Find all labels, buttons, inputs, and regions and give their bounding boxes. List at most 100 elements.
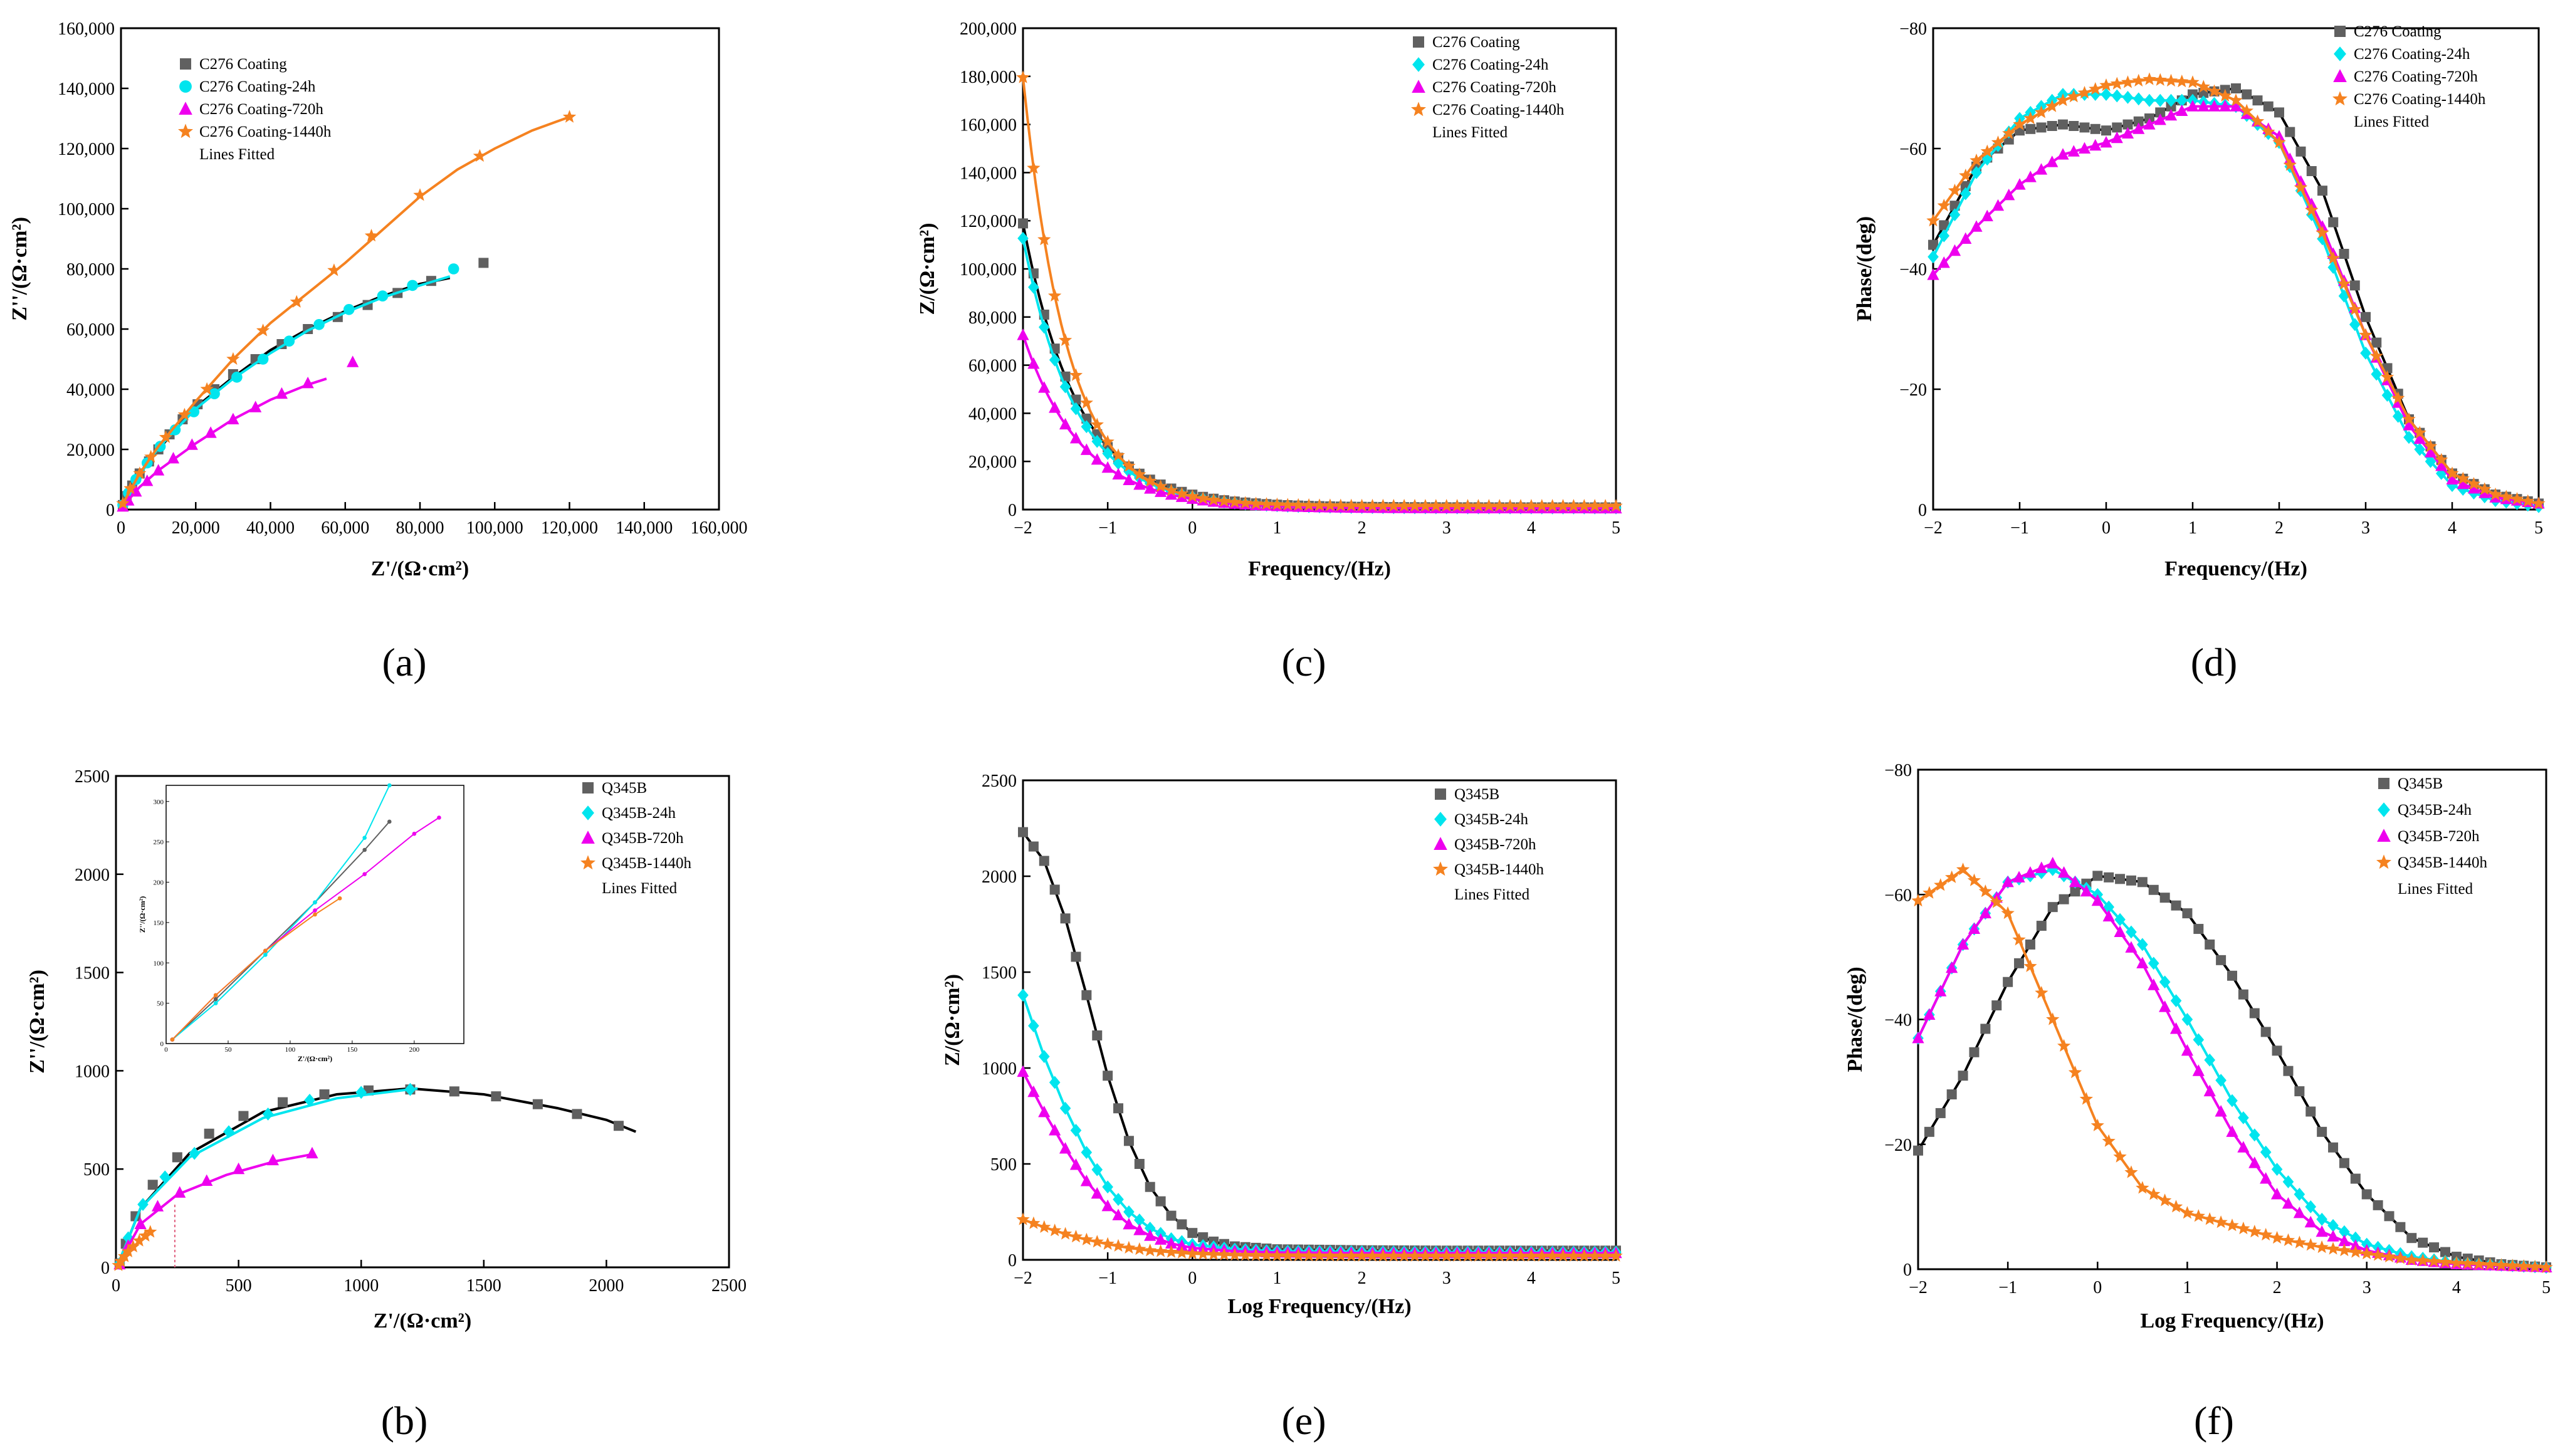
data-point — [1037, 233, 1051, 246]
data-point — [1070, 402, 1082, 416]
data-point — [2361, 1189, 2372, 1200]
x-tick-label: 4 — [1527, 1269, 1536, 1288]
data-point — [1971, 166, 1982, 179]
y-tick-label: 100,000 — [960, 260, 1017, 280]
data-point — [2326, 1242, 2340, 1255]
data-point — [2023, 111, 2037, 125]
data-point — [2121, 75, 2135, 88]
x-tick-label: 4 — [2452, 1278, 2461, 1297]
y-tick-label: −20 — [1899, 380, 1927, 400]
data-point — [2467, 477, 2481, 490]
data-point — [1091, 434, 1103, 448]
data-point — [319, 1089, 330, 1100]
data-point — [249, 401, 262, 412]
legend-marker — [180, 58, 191, 70]
data-point — [1175, 1239, 1188, 1251]
data-point — [1112, 468, 1125, 479]
data-point — [2293, 1206, 2305, 1218]
legend-marker — [2334, 46, 2346, 61]
fitted-line — [1932, 78, 2539, 505]
y-tick-label: −60 — [1884, 886, 1912, 905]
inset-point — [313, 900, 317, 904]
inset-point — [170, 1037, 175, 1042]
data-point — [2002, 126, 2016, 140]
data-point — [2025, 939, 2035, 950]
legend-marker — [1412, 80, 1425, 93]
legend-entry: Q345B-24h — [602, 805, 676, 822]
data-point — [532, 1099, 543, 1109]
data-point — [2450, 1255, 2463, 1269]
data-point — [413, 188, 427, 201]
data-point — [159, 1170, 171, 1184]
data-point — [1969, 1047, 1980, 1057]
data-point — [1049, 353, 1061, 367]
plot-frame — [1022, 779, 1617, 1261]
data-point — [1196, 1247, 1210, 1260]
data-point — [2154, 113, 2166, 125]
data-point — [2045, 99, 2059, 112]
data-point — [2219, 100, 2232, 112]
data-point — [2384, 1211, 2395, 1222]
data-point — [1111, 448, 1125, 461]
x-tick-label: 5 — [2542, 1278, 2551, 1297]
x-tick-label: 1000 — [344, 1276, 379, 1296]
data-point — [1101, 1237, 1115, 1250]
data-point — [1133, 1223, 1146, 1235]
data-point — [2349, 1239, 2362, 1251]
y-axis-label: Z/(Ω·cm²) — [916, 223, 939, 315]
data-point — [2438, 1255, 2452, 1268]
data-point — [141, 474, 154, 486]
series-c276-coating-720h — [1927, 100, 2545, 509]
data-point — [2193, 924, 2204, 935]
data-point — [123, 481, 137, 495]
data-point — [2371, 337, 2382, 348]
data-point — [1959, 187, 1971, 201]
data-point — [2100, 136, 2112, 148]
data-point — [1408, 1249, 1422, 1262]
y-tick-label: 80,000 — [66, 260, 115, 280]
data-point — [1958, 1071, 1968, 1081]
data-point — [2047, 902, 2058, 913]
legend-marker — [2332, 91, 2347, 106]
y-tick-label: −60 — [1899, 140, 1927, 159]
data-point — [1471, 499, 1485, 512]
data-point — [2122, 119, 2133, 130]
data-point — [1948, 184, 1962, 197]
data-point — [1049, 1076, 1061, 1089]
data-point — [1926, 214, 1940, 227]
data-point — [2532, 496, 2546, 510]
data-point — [151, 1200, 164, 1212]
data-point — [2113, 1150, 2127, 1163]
data-point — [2274, 107, 2284, 118]
data-point — [1133, 478, 1146, 490]
fitted-line — [1022, 223, 1616, 509]
legend-marker — [179, 102, 192, 115]
data-point — [2126, 875, 2136, 886]
data-point — [2079, 122, 2090, 133]
data-point — [1440, 499, 1454, 512]
data-point — [302, 377, 314, 389]
data-point — [1408, 498, 1422, 512]
data-point — [2349, 280, 2360, 291]
inset-point — [337, 896, 342, 901]
data-point — [1968, 922, 1981, 935]
data-point — [1164, 483, 1178, 496]
data-point — [172, 1152, 182, 1163]
x-tick-label: −2 — [1014, 518, 1032, 538]
legend-entry: Lines Fitted — [199, 146, 275, 163]
legend-marker — [1434, 837, 1447, 850]
data-point — [144, 1225, 157, 1238]
legend-marker — [2376, 854, 2391, 869]
data-point — [169, 424, 181, 436]
data-point — [1482, 499, 1496, 512]
data-point — [2176, 104, 2188, 116]
data-point — [2528, 1259, 2542, 1273]
data-point — [2058, 866, 2070, 878]
data-point — [1123, 1217, 1135, 1230]
data-point — [2295, 146, 2306, 157]
data-point — [1450, 1249, 1464, 1262]
data-point — [2391, 391, 2405, 404]
legend: Q345B Q345B-24h Q345B-720h Q345B-1440h Lines… — [2376, 775, 2488, 898]
data-point — [1103, 1071, 1113, 1081]
inset-point — [387, 819, 392, 824]
